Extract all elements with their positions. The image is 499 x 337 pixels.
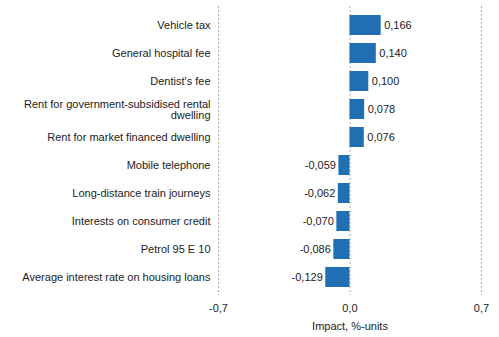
svg-text:-0,062: -0,062 (304, 187, 335, 199)
svg-text:-0,070: -0,070 (303, 215, 334, 227)
svg-text:Mobile telephone: Mobile telephone (127, 159, 211, 171)
svg-text:-0,086: -0,086 (300, 243, 331, 255)
svg-text:0,100: 0,100 (372, 75, 400, 87)
svg-text:Interests on consumer credit: Interests on consumer credit (72, 215, 211, 227)
svg-text:0,0: 0,0 (342, 302, 357, 314)
svg-text:Impact, %-units: Impact, %-units (312, 320, 388, 332)
svg-text:0,166: 0,166 (384, 19, 412, 31)
svg-text:Rent for market financed dwell: Rent for market financed dwelling (47, 131, 210, 143)
svg-text:Average interest rate on housi: Average interest rate on housing loans (22, 271, 211, 283)
svg-text:Rent for government-subsidised: Rent for government-subsidised rentaldwe… (24, 98, 210, 121)
svg-text:Vehicle tax: Vehicle tax (157, 19, 211, 31)
svg-text:Petrol 95 E 10: Petrol 95 E 10 (141, 243, 211, 255)
svg-text:0,140: 0,140 (379, 47, 407, 59)
svg-text:Long-distance train journeys: Long-distance train journeys (72, 187, 211, 199)
svg-text:0,7: 0,7 (474, 302, 489, 314)
svg-text:-0,129: -0,129 (292, 271, 323, 283)
svg-text:-0,7: -0,7 (209, 302, 228, 314)
svg-text:General hospital fee: General hospital fee (112, 47, 210, 59)
svg-text:0,078: 0,078 (368, 103, 396, 115)
svg-text:Dentist's fee: Dentist's fee (150, 75, 210, 87)
svg-text:0,076: 0,076 (367, 131, 395, 143)
svg-text:-0,059: -0,059 (305, 159, 336, 171)
